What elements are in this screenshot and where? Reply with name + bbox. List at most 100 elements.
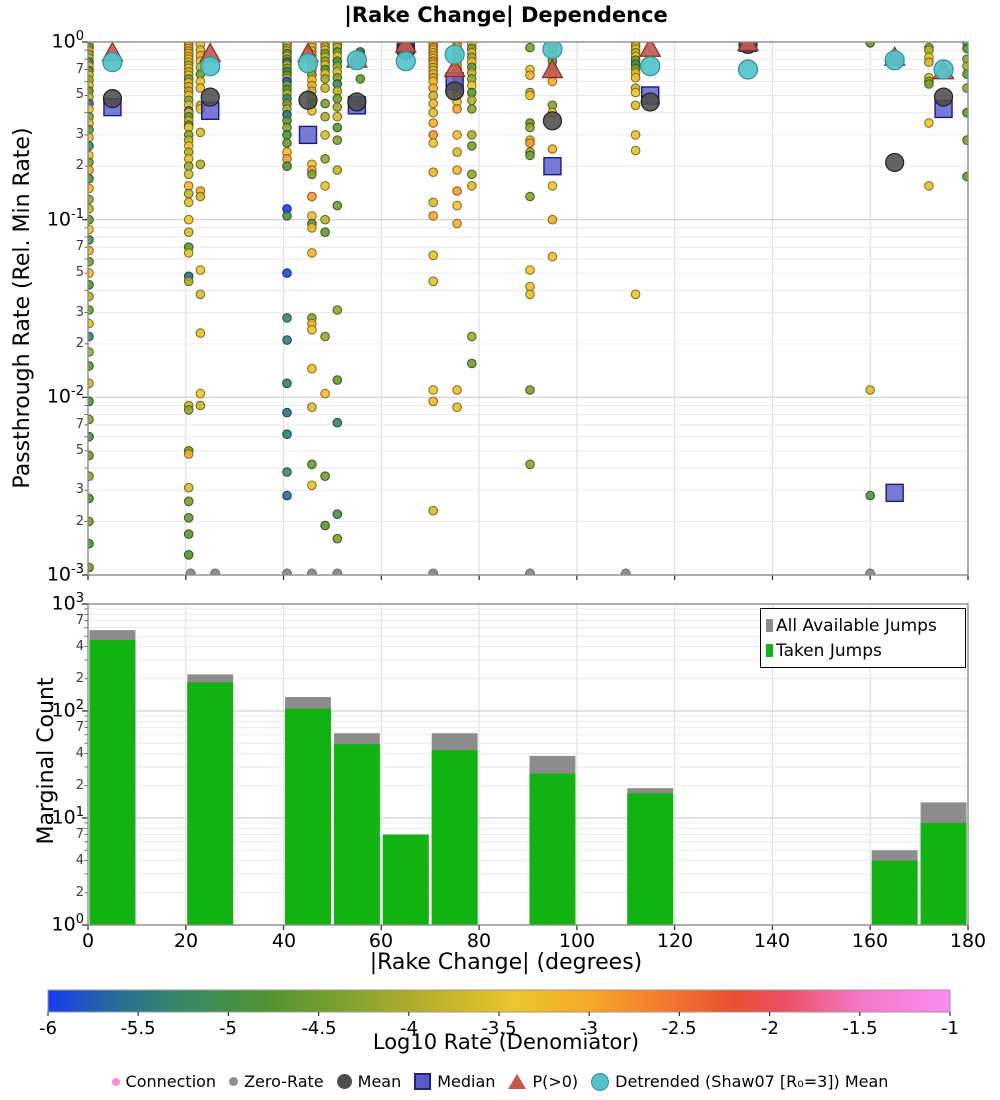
- connection-point: [307, 402, 317, 413]
- connection-point: [525, 191, 535, 202]
- connection-point: [88, 141, 94, 151]
- figure-legend-label: Median: [437, 1072, 496, 1091]
- connection-point: [332, 93, 343, 104]
- connection-point: [924, 118, 934, 128]
- legend-swatch-icon: [766, 619, 773, 632]
- zero-rate-point: [428, 568, 439, 575]
- x-tick-label: 40: [271, 930, 297, 952]
- connection-point: [88, 256, 94, 267]
- connection-points: [88, 42, 968, 573]
- connection-point: [282, 429, 292, 440]
- connection-point: [320, 331, 330, 342]
- histogram-bars: [89, 630, 967, 925]
- connection-point: [88, 305, 94, 315]
- connection-point: [195, 400, 206, 411]
- connection-point: [428, 385, 439, 395]
- x-tick-label: 140: [753, 930, 791, 952]
- colorbar-label: Log10 Rate (Denomiator): [372, 1030, 640, 1054]
- detrended-mean-marker: [640, 56, 661, 77]
- x-tick-label: 120: [656, 930, 694, 952]
- mean-marker: [933, 87, 954, 107]
- colorbar-gradient: [47, 989, 951, 1013]
- top-y-minor-tick-label: 3: [75, 482, 84, 497]
- connection-point: [452, 130, 462, 140]
- connection-point: [183, 227, 194, 237]
- taken-jumps-bar: [529, 773, 576, 925]
- top-panel-frame: [82, 41, 969, 580]
- top-y-major-tick-label: 100: [51, 29, 84, 53]
- figure-legend-item: Detrended (Shaw07 [R₀=3]) Mean: [591, 1072, 888, 1091]
- connection-point: [332, 509, 343, 520]
- connection-point: [630, 100, 641, 111]
- figure-legend-item: Zero-Rate: [229, 1072, 324, 1091]
- bottom-y-major-tick-label: 102: [51, 698, 84, 722]
- colorbar: [47, 989, 951, 1016]
- zero-rate-point: [525, 568, 535, 575]
- zero-rate-point: [210, 568, 221, 575]
- median-marker: [298, 125, 318, 145]
- connection-point: [962, 135, 968, 145]
- colorbar-tick-label: -3: [580, 1018, 598, 1039]
- connection-point: [630, 289, 641, 300]
- histogram-legend: All Available Jumps Taken Jumps: [760, 608, 966, 668]
- bottom-y-minor-tick-label: 2: [75, 885, 84, 900]
- connection-point: [630, 87, 641, 98]
- connection-point: [320, 154, 330, 164]
- summary-markers: [101, 42, 955, 503]
- connection-point: [183, 529, 194, 539]
- bottom-y-minor-tick-label: 7: [75, 720, 84, 735]
- connection-point: [865, 385, 876, 395]
- connection-point: [525, 138, 535, 148]
- connection-point: [88, 493, 94, 504]
- figure-legend-label: P(>0): [532, 1072, 579, 1091]
- connection-point: [547, 214, 558, 225]
- connection-point: [525, 90, 535, 101]
- figure-legend-label: Connection: [125, 1072, 217, 1091]
- connection-point: [282, 378, 292, 389]
- taken-jumps-bar: [871, 860, 918, 925]
- detrended-mean-marker: [884, 50, 905, 71]
- connection-point: [183, 496, 194, 507]
- taken-jumps-bar: [187, 682, 234, 925]
- bottom-y-minor-tick-label: 2: [75, 778, 84, 793]
- connection-point: [88, 268, 94, 278]
- zero-rate-point: [332, 568, 343, 575]
- connection-point: [332, 122, 343, 133]
- connection-point: [88, 471, 94, 481]
- connection-point: [525, 459, 535, 470]
- x-axis-label: |Rake Change| (degrees): [369, 950, 643, 975]
- connection-point: [282, 407, 292, 418]
- top-y-minor-tick-label: 5: [75, 87, 84, 102]
- connection-point: [428, 211, 439, 221]
- p-gt0-marker: [541, 58, 564, 79]
- connection-point: [88, 396, 94, 407]
- detrended-mean-marker: [444, 44, 465, 65]
- connection-point: [183, 169, 194, 180]
- connection-point: [962, 107, 968, 118]
- connection-point: [88, 235, 94, 245]
- connection-point: [428, 197, 439, 208]
- connection-point: [428, 276, 439, 287]
- taken-jumps-bar: [89, 640, 136, 925]
- figure-legend-label: Detrended (Shaw07 [R₀=3]) Mean: [615, 1072, 889, 1091]
- connection-point: [467, 181, 477, 191]
- taken-jumps-bar: [382, 834, 429, 925]
- taken-jumps-bar: [285, 708, 331, 925]
- connection-point: [320, 520, 330, 531]
- connection-point: [282, 211, 292, 221]
- connection-point: [428, 250, 439, 261]
- top-y-minor-tick-label: 5: [75, 443, 84, 458]
- detrended-mean-marker: [102, 52, 123, 73]
- connection-point: [467, 130, 477, 140]
- x-tick-label: 0: [81, 930, 95, 952]
- connection-point: [865, 490, 876, 501]
- connection-point: [467, 331, 477, 342]
- bottom-y-minor-tick-label: 7: [75, 613, 84, 628]
- connection-point: [320, 130, 330, 140]
- top-y-minor-tick-label: 7: [75, 417, 84, 432]
- connection-point: [320, 214, 330, 225]
- connection-point: [88, 183, 94, 194]
- bottom-y-minor-tick-label: 2: [75, 671, 84, 686]
- dot-icon: [591, 1072, 610, 1091]
- connection-point: [88, 378, 94, 389]
